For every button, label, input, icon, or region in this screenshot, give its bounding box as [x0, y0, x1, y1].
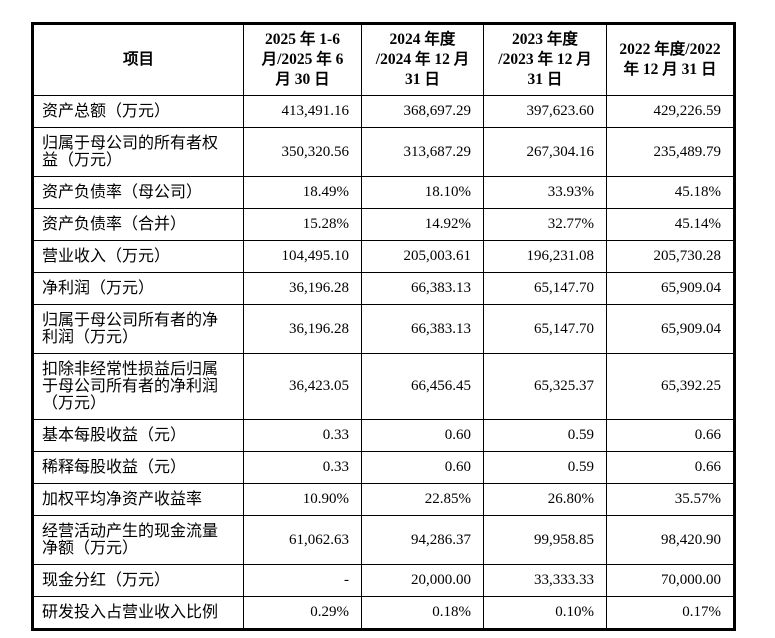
value-cell: 36,196.28 [243, 304, 362, 354]
value-cell: 32.77% [483, 208, 607, 241]
table-row: 净利润（万元） 36,196.28 66,383.13 65,147.70 65,909… [32, 272, 735, 305]
value-cell: 205,003.61 [361, 240, 484, 273]
table-row: 扣除非经常性损益后归属于母公司所有者的净利润（万元） 36,423.05 66,45… [32, 353, 735, 420]
value-cell: 45.14% [606, 208, 735, 241]
table-row: 基本每股收益（元） 0.33 0.60 0.59 0.66 [32, 419, 735, 452]
table-row: 资产总额（万元） 413,491.16 368,697.29 397,623.60 42… [32, 95, 735, 128]
table-row: 经营活动产生的现金流量净额（万元） 61,062.63 94,286.37 99,95… [32, 515, 735, 565]
value-cell: 26.80% [483, 483, 607, 516]
value-cell: 413,491.16 [243, 95, 362, 128]
financial-summary-table: 项目 2025 年 1-6 月/2025 年 6 月 30 日 2024 年度 /2… [31, 22, 736, 631]
row-label: 经营活动产生的现金流量净额（万元） [32, 515, 244, 565]
value-cell: 0.60 [361, 451, 484, 484]
table-row: 研发投入占营业收入比例 0.29% 0.18% 0.10% 0.17% [32, 596, 735, 630]
table-row: 加权平均净资产收益率 10.90% 22.85% 26.80% 35.57% [32, 483, 735, 516]
value-cell: 35.57% [606, 483, 735, 516]
value-cell: 70,000.00 [606, 564, 735, 597]
value-cell: 94,286.37 [361, 515, 484, 565]
row-label: 加权平均净资产收益率 [32, 483, 244, 516]
value-cell: 267,304.16 [483, 127, 607, 177]
table-header-row: 项目 2025 年 1-6 月/2025 年 6 月 30 日 2024 年度 /2… [32, 23, 735, 96]
value-cell: 196,231.08 [483, 240, 607, 273]
value-cell: 65,392.25 [606, 353, 735, 420]
value-cell: 22.85% [361, 483, 484, 516]
value-cell: 65,909.04 [606, 272, 735, 305]
value-cell: 66,456.45 [361, 353, 484, 420]
value-cell: 65,325.37 [483, 353, 607, 420]
value-cell: 18.10% [361, 176, 484, 209]
value-cell: 205,730.28 [606, 240, 735, 273]
header-cell-period-1: 2025 年 1-6 月/2025 年 6 月 30 日 [243, 23, 362, 96]
value-cell: 45.18% [606, 176, 735, 209]
value-cell: 0.18% [361, 596, 484, 630]
value-cell: 0.59 [483, 451, 607, 484]
value-cell: 18.49% [243, 176, 362, 209]
table-row: 资产负债率（合并） 15.28% 14.92% 32.77% 45.14% [32, 208, 735, 241]
value-cell: 15.28% [243, 208, 362, 241]
value-cell: 65,147.70 [483, 272, 607, 305]
row-label: 基本每股收益（元） [32, 419, 244, 452]
value-cell: 20,000.00 [361, 564, 484, 597]
table-row: 稀释每股收益（元） 0.33 0.60 0.59 0.66 [32, 451, 735, 484]
value-cell: 33,333.33 [483, 564, 607, 597]
value-cell: 313,687.29 [361, 127, 484, 177]
value-cell: 36,423.05 [243, 353, 362, 420]
value-cell: 61,062.63 [243, 515, 362, 565]
value-cell: 66,383.13 [361, 304, 484, 354]
header-cell-period-3: 2023 年度 /2023 年 12 月 31 日 [483, 23, 607, 96]
row-label: 归属于母公司的所有者权益（万元） [32, 127, 244, 177]
value-cell: 0.29% [243, 596, 362, 630]
row-label: 资产负债率（合并） [32, 208, 244, 241]
value-cell: 98,420.90 [606, 515, 735, 565]
header-cell-period-4: 2022 年度/2022 年 12 月 31 日 [606, 23, 735, 96]
value-cell: 397,623.60 [483, 95, 607, 128]
value-cell: 99,958.85 [483, 515, 607, 565]
value-cell: 65,909.04 [606, 304, 735, 354]
row-label: 归属于母公司所有者的净利润（万元） [32, 304, 244, 354]
row-label: 扣除非经常性损益后归属于母公司所有者的净利润（万元） [32, 353, 244, 420]
table-row: 现金分红（万元） -20,000.00 33,333.33 70,000.00 [32, 564, 735, 597]
value-cell: 0.10% [483, 596, 607, 630]
value-cell: 66,383.13 [361, 272, 484, 305]
value-cell: 429,226.59 [606, 95, 735, 128]
value-cell: 0.59 [483, 419, 607, 452]
row-label: 净利润（万元） [32, 272, 244, 305]
value-cell: 36,196.28 [243, 272, 362, 305]
table-row: 营业收入（万元） 104,495.10 205,003.61 196,231.08 20… [32, 240, 735, 273]
row-label: 资产负债率（母公司） [32, 176, 244, 209]
table-row: 归属于母公司所有者的净利润（万元） 36,196.28 66,383.13 65,14… [32, 304, 735, 354]
value-cell: 65,147.70 [483, 304, 607, 354]
row-label: 研发投入占营业收入比例 [32, 596, 244, 630]
row-label: 资产总额（万元） [32, 95, 244, 128]
value-cell: 235,489.79 [606, 127, 735, 177]
value-cell: 0.33 [243, 419, 362, 452]
row-label: 现金分红（万元） [32, 564, 244, 597]
value-cell: 33.93% [483, 176, 607, 209]
value-cell: 0.33 [243, 451, 362, 484]
value-cell: 0.66 [606, 419, 735, 452]
table-row: 归属于母公司的所有者权益（万元） 350,320.56 313,687.29 267,… [32, 127, 735, 177]
value-cell: 0.60 [361, 419, 484, 452]
value-cell: - [243, 564, 362, 597]
value-cell: 350,320.56 [243, 127, 362, 177]
value-cell: 14.92% [361, 208, 484, 241]
value-cell: 368,697.29 [361, 95, 484, 128]
table-row: 资产负债率（母公司） 18.49% 18.10% 33.93% 45.18% [32, 176, 735, 209]
value-cell: 0.17% [606, 596, 735, 630]
header-cell-item: 项目 [32, 23, 244, 96]
row-label: 稀释每股收益（元） [32, 451, 244, 484]
value-cell: 10.90% [243, 483, 362, 516]
row-label: 营业收入（万元） [32, 240, 244, 273]
value-cell: 0.66 [606, 451, 735, 484]
header-cell-period-2: 2024 年度 /2024 年 12 月 31 日 [361, 23, 484, 96]
value-cell: 104,495.10 [243, 240, 362, 273]
